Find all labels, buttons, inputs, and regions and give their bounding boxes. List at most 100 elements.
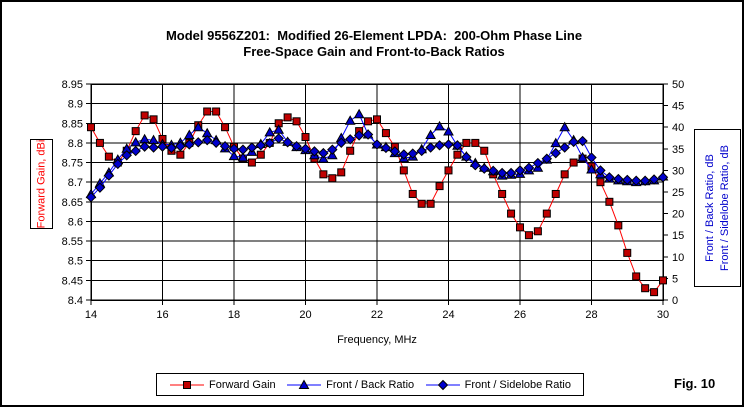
right-axis-tick-label: 20 (672, 209, 684, 221)
data-point-marker-front-sidelobe-ratio (595, 165, 606, 176)
data-point-marker-front-sidelobe-ratio (434, 140, 445, 151)
left-axis-tick-label: 8.4 (68, 295, 83, 307)
data-point-marker-forward-gain (140, 111, 149, 120)
data-point-marker-front-sidelobe-ratio (657, 172, 669, 183)
left-axis-title-box: Forward Gain, dBi (30, 139, 53, 229)
data-point-marker-front-sidelobe-ratio (246, 142, 258, 153)
data-point-marker-forward-gain (605, 197, 614, 206)
data-point-marker-forward-gain (149, 115, 158, 124)
left-axis-tick-label: 8.45 (62, 275, 83, 287)
legend-label-forward-gain: Forward Gain (209, 378, 276, 391)
left-axis-tick-label: 8.6 (68, 216, 83, 228)
right-axis-tick-label: 25 (672, 187, 684, 199)
data-point-marker-front-sidelobe-ratio (568, 136, 579, 148)
data-point-marker-forward-gain (471, 138, 480, 147)
data-point-marker-forward-gain (444, 166, 453, 175)
data-point-marker-forward-gain (87, 123, 95, 132)
x-axis-tick-label: 14 (85, 309, 97, 321)
legend-label-front-sidelobe-ratio: Front / Sidelobe Ratio (464, 378, 571, 391)
left-axis-title: Forward Gain, dBi (35, 139, 48, 229)
data-point-marker-forward-gain (426, 199, 435, 208)
legend-item-front-sidelobe-ratio: Front / Sidelobe Ratio (425, 379, 571, 391)
data-point-marker-front-sidelobe-ratio (327, 144, 338, 155)
square-marker-sample-icon (170, 380, 204, 389)
data-point-marker-forward-gain (212, 107, 221, 116)
data-point-marker-front-sidelobe-ratio (630, 175, 642, 186)
data-point-marker-front-back-ratio (192, 121, 204, 132)
data-point-marker-front-sidelobe-ratio (479, 163, 490, 174)
triangle-marker-sample-icon (287, 378, 322, 389)
right-axis-tick-label: 5 (672, 273, 678, 285)
x-axis-tick-label: 20 (299, 309, 311, 321)
data-point-marker-forward-gain (381, 129, 390, 138)
data-point-marker-front-back-ratio (550, 137, 562, 148)
data-point-marker-front-sidelobe-ratio (193, 137, 204, 148)
data-point-marker-forward-gain (104, 152, 113, 161)
data-point-marker-forward-gain (507, 209, 516, 218)
data-point-marker-front-sidelobe-ratio (586, 152, 597, 163)
right-axis-tick-label: 10 (672, 252, 684, 264)
data-point-marker-forward-gain (256, 150, 265, 159)
chart-title-line1: Model 9556Z201: Modified 26-Element LPDA… (165, 28, 583, 43)
left-axis-tick-label: 8.7 (68, 177, 83, 189)
legend: Forward Gain Front / Back Ratio Front / Si… (156, 373, 584, 396)
data-point-marker-forward-gain (453, 150, 462, 159)
data-point-marker-front-sidelobe-ratio (371, 139, 383, 150)
data-point-marker-front-sidelobe-ratio (416, 145, 427, 157)
data-point-marker-front-sidelobe-ratio (407, 148, 418, 159)
data-point-marker-front-sidelobe-ratio (130, 145, 141, 157)
data-point-marker-forward-gain (542, 209, 551, 218)
data-point-marker-front-back-ratio (443, 126, 454, 136)
legend-diamond-icon (437, 379, 448, 390)
data-point-marker-forward-gain (480, 146, 489, 155)
data-point-marker-forward-gain (176, 150, 185, 159)
data-point-marker-front-back-ratio (344, 115, 356, 125)
figure-number: Fig. 10 (674, 376, 716, 391)
left-axis-tick-label: 8.9 (68, 99, 83, 111)
data-point-marker-front-sidelobe-ratio (577, 135, 588, 147)
right-axis-tick-label: 35 (672, 144, 684, 156)
data-point-marker-front-sidelobe-ratio (398, 149, 410, 160)
data-point-marker-front-sidelobe-ratio (184, 139, 195, 150)
x-axis-tick-label: 30 (657, 309, 669, 321)
x-axis-title: Frequency, MHz (337, 334, 417, 346)
data-point-marker-forward-gain (399, 166, 408, 175)
data-point-marker-front-back-ratio (434, 120, 445, 131)
data-point-marker-front-sidelobe-ratio (264, 137, 275, 149)
data-point-marker-front-sidelobe-ratio (255, 140, 267, 151)
right-axis-title-box: Front / Back Ratio, dB Front / Sidelobe … (694, 129, 741, 287)
data-point-marker-front-sidelobe-ratio (452, 140, 463, 151)
data-point-marker-front-sidelobe-ratio (300, 143, 311, 155)
right-axis-title-line2: Front / Sidelobe Ratio, dB (718, 145, 731, 271)
x-axis-tick-label: 16 (156, 309, 168, 321)
data-point-marker-front-sidelobe-ratio (380, 142, 392, 154)
data-point-marker-front-back-ratio (264, 126, 276, 137)
data-point-marker-front-sidelobe-ratio (353, 130, 365, 141)
left-axis-tick-label: 8.85 (62, 118, 83, 130)
data-point-marker-forward-gain (203, 107, 212, 116)
data-point-marker-forward-gain (614, 221, 623, 230)
data-point-marker-forward-gain (524, 231, 533, 240)
data-point-marker-forward-gain (319, 170, 328, 179)
data-point-marker-front-sidelobe-ratio (461, 151, 472, 163)
data-point-marker-front-sidelobe-ratio (228, 143, 240, 155)
data-point-marker-forward-gain (596, 178, 605, 187)
data-point-marker-front-sidelobe-ratio (318, 147, 329, 159)
data-point-marker-front-sidelobe-ratio (148, 142, 159, 153)
right-axis-tick-label: 45 (672, 101, 684, 113)
data-point-marker-front-sidelobe-ratio (112, 158, 124, 170)
right-axis-tick-label: 15 (672, 230, 684, 242)
left-axis-tick-label: 8.95 (62, 79, 83, 91)
right-axis-tick-label: 0 (672, 295, 678, 307)
data-point-marker-front-sidelobe-ratio (166, 142, 177, 154)
data-point-marker-front-sidelobe-ratio (103, 170, 115, 181)
right-axis-tick-label: 40 (672, 122, 684, 134)
data-point-marker-front-sidelobe-ratio (613, 173, 624, 185)
x-axis-tick-label: 24 (442, 309, 454, 321)
data-point-marker-forward-gain (659, 276, 667, 285)
data-point-marker-front-sidelobe-ratio (85, 191, 97, 203)
data-point-marker-front-sidelobe-ratio (470, 160, 481, 171)
data-point-marker-forward-gain (247, 158, 256, 167)
